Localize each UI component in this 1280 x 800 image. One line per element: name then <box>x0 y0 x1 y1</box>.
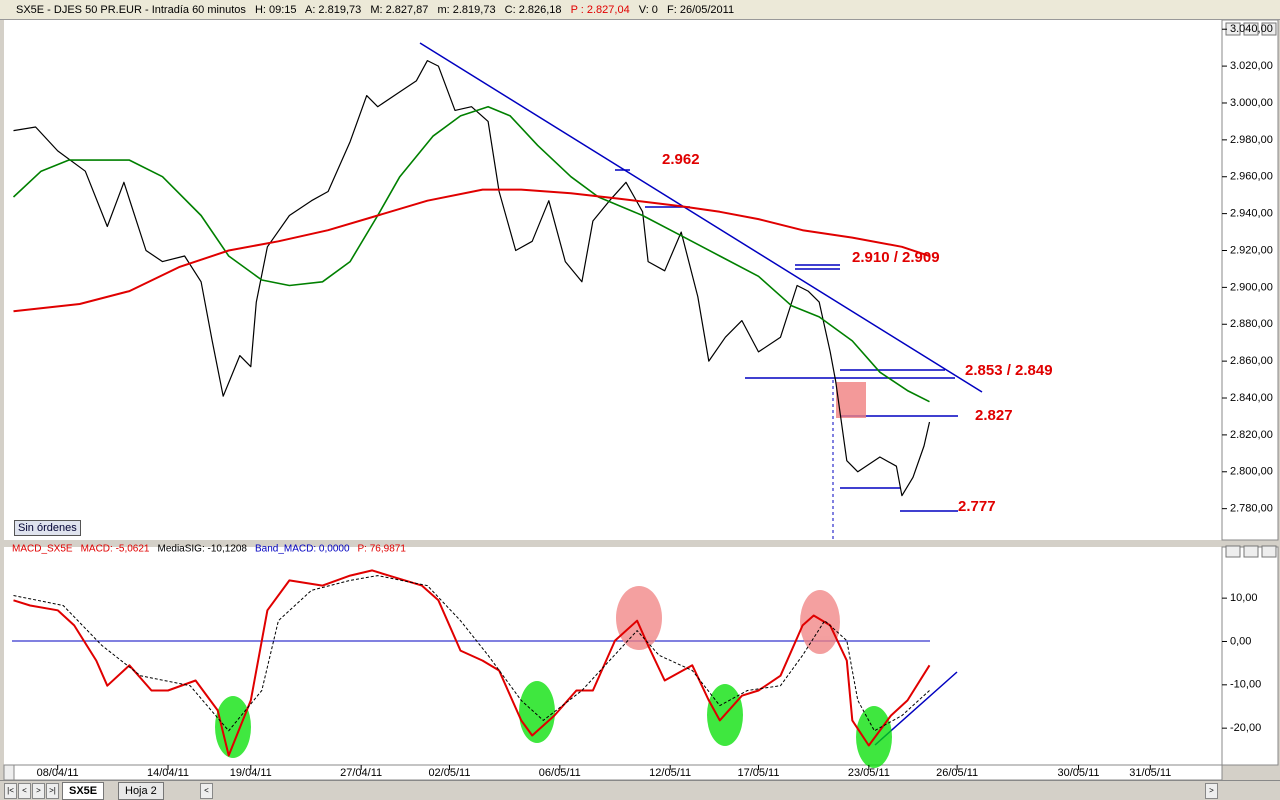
y-tick-label: 3.020,00 <box>1230 60 1273 72</box>
nav-last[interactable]: >| <box>46 783 59 799</box>
y-tick-label: 2.840,00 <box>1230 392 1273 404</box>
x-tick-label: 19/04/11 <box>230 767 272 779</box>
last-price: P : 2.827,04 <box>570 4 630 16</box>
buy-zone <box>215 696 251 758</box>
x-tick-label: 30/05/11 <box>1058 767 1100 779</box>
y-tick-label: 3.000,00 <box>1230 97 1273 109</box>
macd-panel <box>4 547 1222 765</box>
trend-line <box>419 42 983 393</box>
level-annotation: 2.910 / 2.909 <box>852 249 940 266</box>
y-tick-label: 10,00 <box>1230 592 1258 604</box>
sell-zone <box>616 586 662 650</box>
sell-zone <box>800 590 840 654</box>
indicator-legend: MediaSIG: -10,1208 <box>158 544 248 555</box>
field: m: 2.819,73 <box>437 4 496 16</box>
minimize[interactable] <box>1225 545 1241 558</box>
x-tick-label: 12/05/11 <box>649 767 691 779</box>
maximize[interactable] <box>1243 545 1259 558</box>
level-annotation: 2.827 <box>975 407 1013 424</box>
close[interactable] <box>1261 545 1277 558</box>
tab-bar: |< < > >| SX5E Hoja 2 < > <box>0 780 1280 800</box>
level-annotation: 2.853 / 2.849 <box>965 362 1053 379</box>
y-tick-label: -20,00 <box>1230 722 1261 734</box>
nav-first[interactable]: |< <box>4 783 17 799</box>
price-panel <box>4 20 1222 540</box>
field: H: 09:15 <box>254 4 297 16</box>
sheet-tab[interactable]: SX5E <box>62 782 105 800</box>
x-tick-label: 08/04/11 <box>37 767 79 779</box>
field: A: 2.819,73 <box>304 4 362 16</box>
gap-box <box>836 382 866 418</box>
buy-zone <box>519 681 555 743</box>
orders-button[interactable]: Sin órdenes <box>14 520 81 536</box>
indicator-legend: MACD: -5,0621 <box>81 544 150 555</box>
maximize[interactable] <box>1243 22 1259 36</box>
nav-next[interactable]: > <box>32 783 45 799</box>
y-tick-label: 2.860,00 <box>1230 355 1273 367</box>
date-axis <box>13 764 1223 781</box>
x-tick-label: 14/04/11 <box>147 767 189 779</box>
indicator-legend: P: 76,9871 <box>358 544 407 555</box>
y-tick-label: 2.900,00 <box>1230 281 1273 293</box>
x-tick-label: 26/05/11 <box>936 767 978 779</box>
series-line <box>12 105 930 403</box>
indicator-legend: MACD_SX5E <box>12 544 73 555</box>
sheet-tab[interactable]: Hoja 2 <box>118 782 164 800</box>
y-tick-label: 2.960,00 <box>1230 171 1273 183</box>
field: F: 26/05/2011 <box>667 4 735 16</box>
level-annotation: 2.962 <box>662 151 700 168</box>
y-tick-label: 2.920,00 <box>1230 244 1273 256</box>
y-tick-label: 2.880,00 <box>1230 318 1273 330</box>
series-line <box>13 60 931 497</box>
level-annotation: 2.777 <box>958 498 996 515</box>
field: C: 2.826,18 <box>504 4 562 16</box>
scroll-left[interactable]: < <box>200 783 213 799</box>
y-tick-label: 2.780,00 <box>1230 503 1273 515</box>
nav-prev[interactable]: < <box>18 783 31 799</box>
scroll-right[interactable]: > <box>1205 783 1218 799</box>
close[interactable] <box>1261 22 1277 36</box>
series-line <box>13 575 930 732</box>
x-tick-label: 02/05/11 <box>428 767 470 779</box>
axis-corner <box>3 764 15 781</box>
y-tick-label: 0,00 <box>1230 635 1251 647</box>
y-tick-label: 2.940,00 <box>1230 208 1273 220</box>
series-line <box>13 188 930 313</box>
y-tick-label: -10,00 <box>1230 679 1261 691</box>
header-bar: SX5E - DJES 50 PR.EUR - Intradía 60 minu… <box>0 0 1280 20</box>
x-tick-label: 23/05/11 <box>848 767 890 779</box>
price-axis <box>1221 19 1279 541</box>
y-tick-label: 2.980,00 <box>1230 134 1273 146</box>
series-line <box>13 569 931 757</box>
symbol-info: SX5E - DJES 50 PR.EUR - Intradía 60 minu… <box>16 4 246 16</box>
x-tick-label: 31/05/11 <box>1129 767 1171 779</box>
x-tick-label: 06/05/11 <box>539 767 581 779</box>
x-tick-label: 27/04/11 <box>340 767 382 779</box>
field: M: 2.827,87 <box>370 4 429 16</box>
indicator-legend: Band_MACD: 0,0000 <box>255 544 350 555</box>
field: V: 0 <box>638 4 658 16</box>
y-tick-label: 3.040,00 <box>1230 23 1273 35</box>
y-tick-label: 2.800,00 <box>1230 466 1273 478</box>
x-tick-label: 17/05/11 <box>737 767 779 779</box>
y-tick-label: 2.820,00 <box>1230 429 1273 441</box>
